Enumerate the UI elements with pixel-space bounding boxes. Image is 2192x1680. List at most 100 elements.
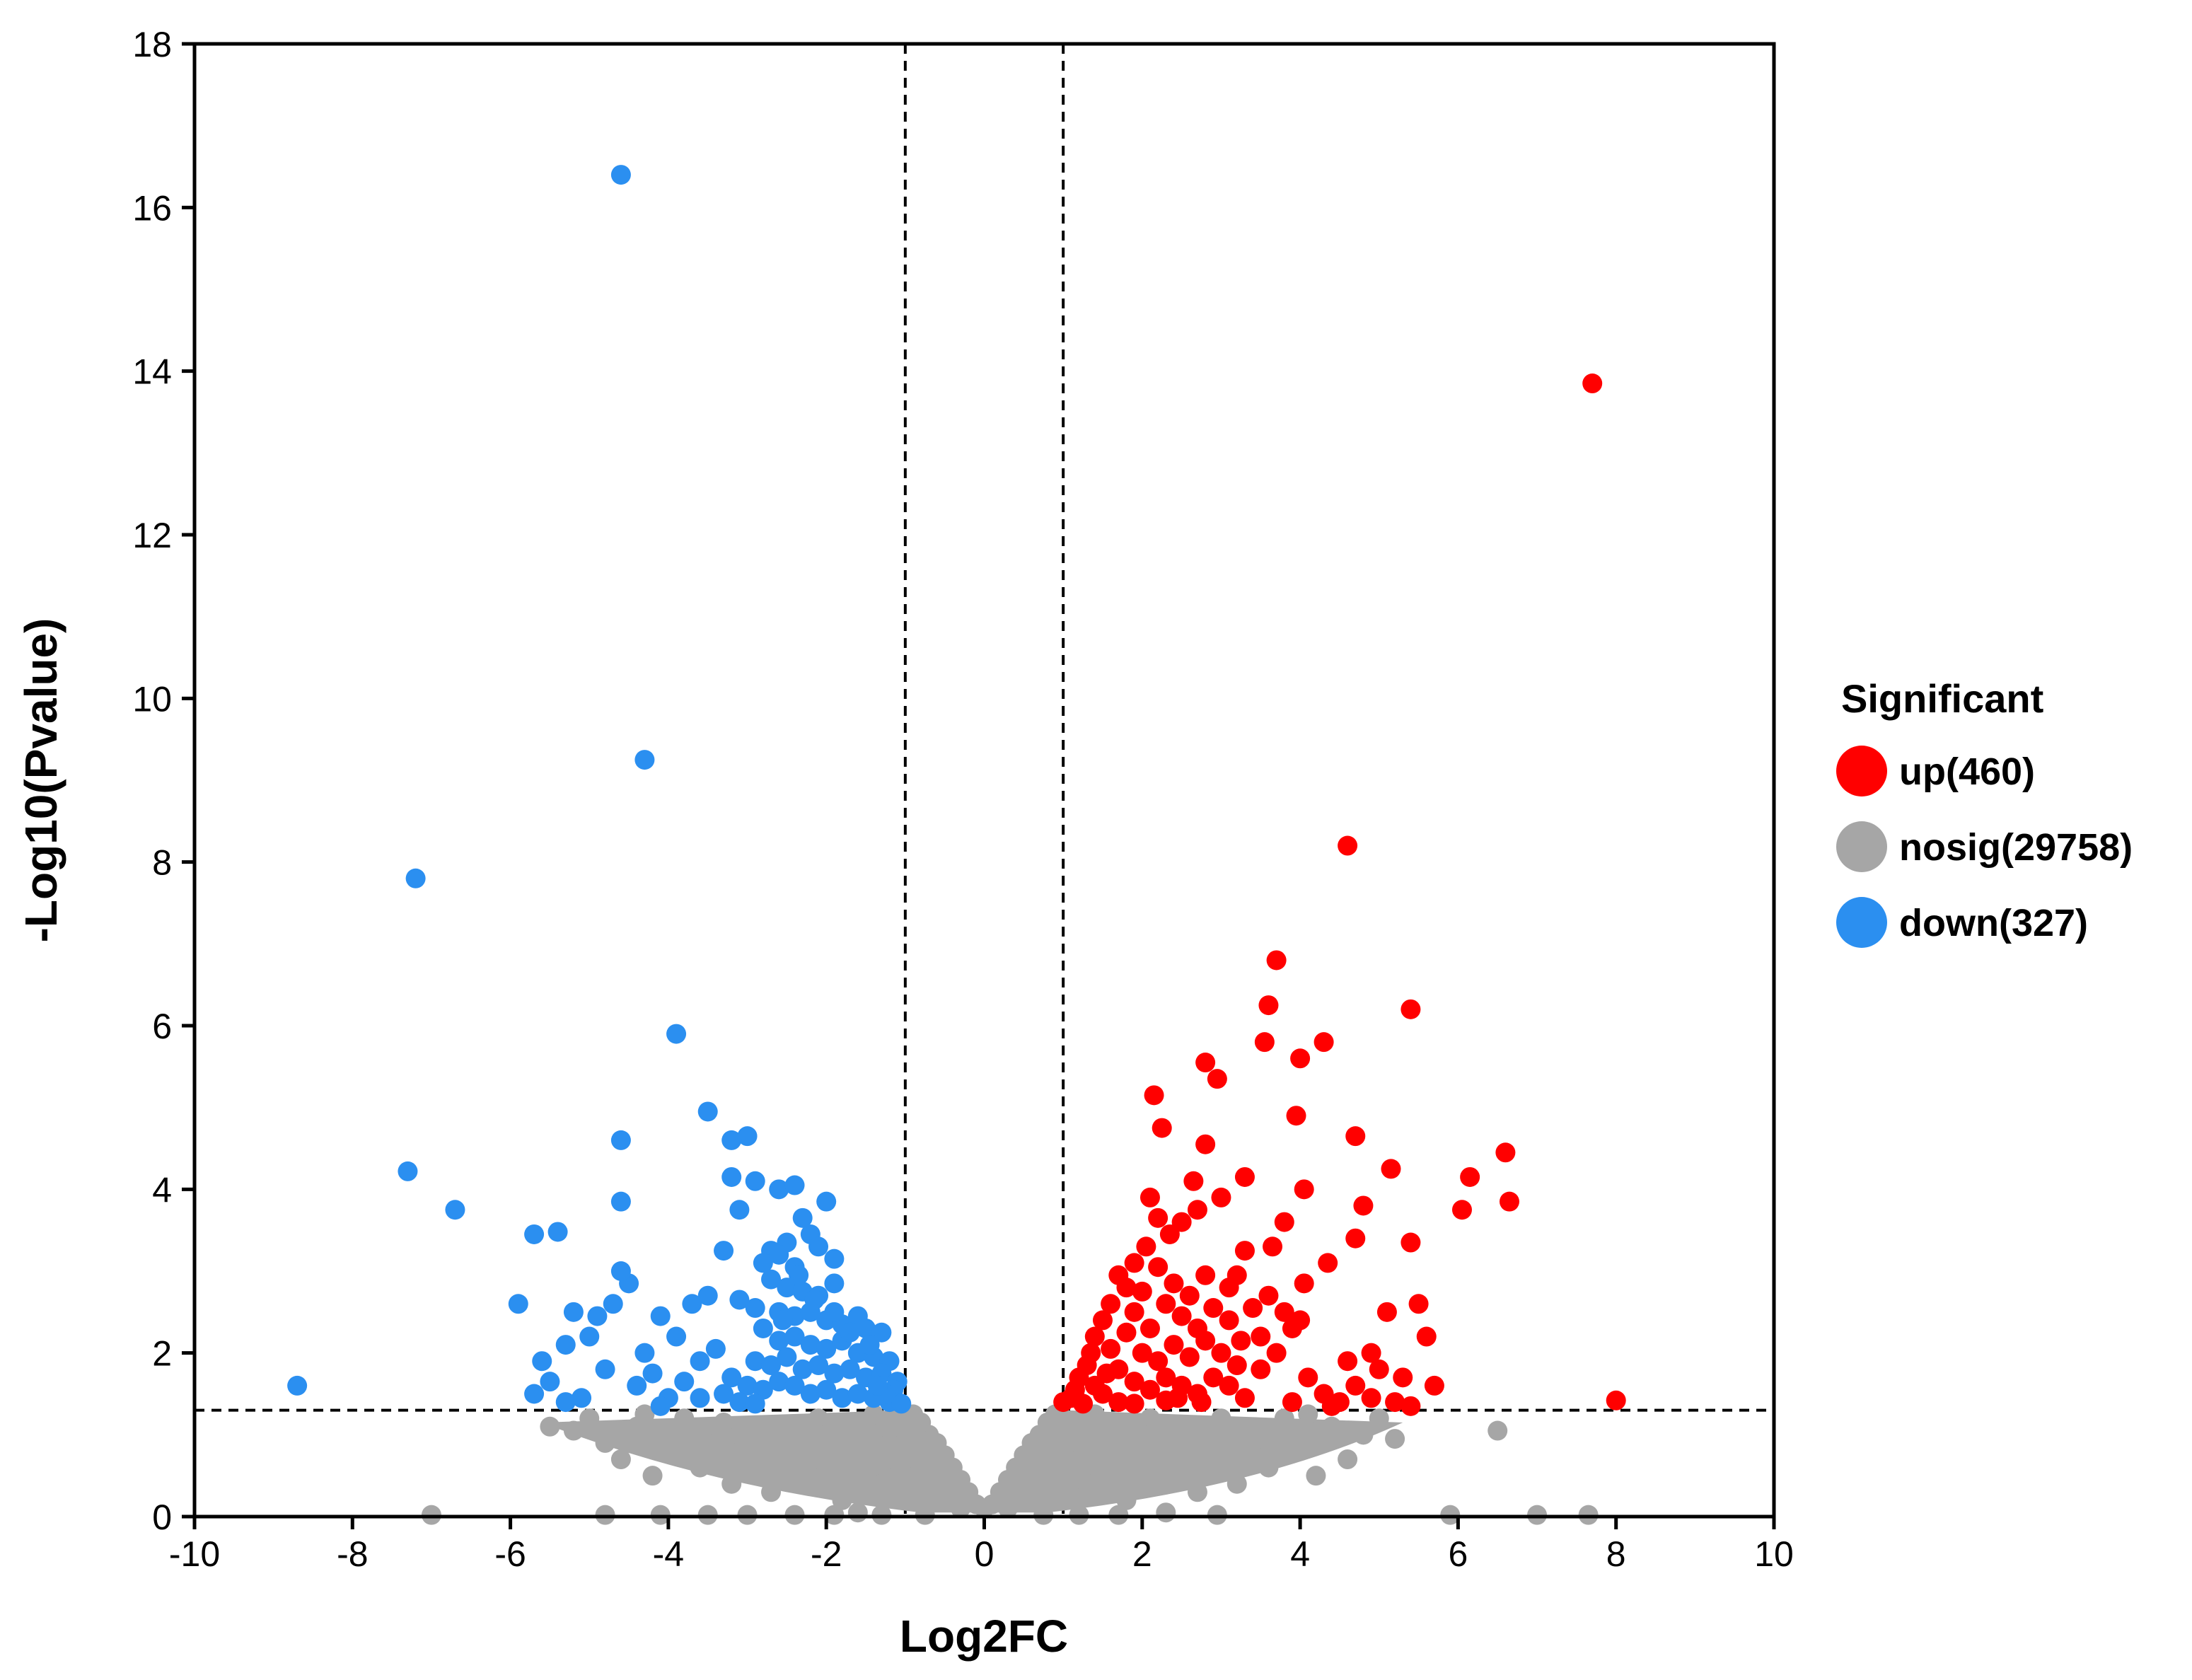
point-up-0 xyxy=(1582,373,1603,394)
point-up-4 xyxy=(1401,999,1421,1019)
point-up-44 xyxy=(1084,1326,1105,1347)
point-up-98 xyxy=(1606,1390,1626,1410)
point-up-113 xyxy=(1191,1392,1212,1413)
point-up-117 xyxy=(1053,1392,1074,1413)
point-up-106 xyxy=(1243,1298,1263,1319)
point-up-67 xyxy=(1156,1367,1176,1388)
point-down-7 xyxy=(610,1130,631,1150)
point-up-90 xyxy=(1369,1359,1389,1379)
point-nosig-54 xyxy=(729,1425,750,1445)
point-up-15 xyxy=(1381,1159,1401,1179)
point-up-3 xyxy=(1258,995,1279,1016)
point-up-110 xyxy=(1084,1375,1105,1396)
point-up-24 xyxy=(1345,1228,1366,1249)
point-nosig-69 xyxy=(1338,1449,1358,1470)
point-up-84 xyxy=(1258,1285,1279,1306)
point-nosig-108 xyxy=(887,1466,907,1486)
point-nosig-36 xyxy=(847,1457,868,1478)
point-nosig-38 xyxy=(832,1490,852,1510)
point-nosig-77 xyxy=(1488,1420,1508,1441)
point-up-71 xyxy=(1219,1375,1239,1396)
point-down-14 xyxy=(714,1241,734,1261)
x-tick-label-2: -6 xyxy=(494,1534,526,1574)
point-down-114 xyxy=(772,1310,793,1331)
point-down-77 xyxy=(650,1306,671,1326)
point-down-5 xyxy=(737,1126,758,1147)
point-down-90 xyxy=(572,1388,592,1408)
legend-label-1: nosig(29758) xyxy=(1899,826,2133,869)
point-up-28 xyxy=(1234,1241,1255,1261)
x-axis-title: Log2FC xyxy=(900,1611,1068,1662)
point-up-52 xyxy=(1156,1294,1176,1314)
legend-swatch-1 xyxy=(1836,821,1887,872)
point-nosig-49 xyxy=(1187,1482,1207,1502)
point-up-31 xyxy=(1234,1166,1255,1187)
point-nosig-106 xyxy=(634,1404,655,1425)
point-down-64 xyxy=(721,1367,742,1388)
point-down-19 xyxy=(816,1191,837,1212)
point-down-26 xyxy=(808,1236,829,1257)
point-down-71 xyxy=(832,1388,852,1408)
point-down-18 xyxy=(784,1175,805,1195)
y-tick-label-0: 0 xyxy=(152,1497,172,1537)
point-nosig-53 xyxy=(1219,1425,1239,1445)
point-nosig-80 xyxy=(737,1441,758,1461)
point-nosig-66 xyxy=(642,1466,663,1486)
point-up-88 xyxy=(1361,1343,1381,1363)
point-nosig-100 xyxy=(864,1404,884,1425)
point-up-6 xyxy=(1314,1032,1334,1053)
legend: Significant up(460) nosig(29758) down(327) xyxy=(1836,676,2133,948)
y-axis-title: -Log10(Pvalue) xyxy=(16,618,66,943)
point-down-33 xyxy=(777,1278,797,1298)
point-nosig-25 xyxy=(1053,1449,1074,1470)
point-nosig-27 xyxy=(1053,1490,1074,1510)
point-up-91 xyxy=(1393,1367,1413,1388)
point-down-60 xyxy=(840,1359,860,1379)
point-nosig-101 xyxy=(1132,1425,1152,1445)
point-down-108 xyxy=(859,1335,880,1355)
point-down-55 xyxy=(761,1355,782,1376)
point-down-80 xyxy=(610,1261,631,1281)
point-nosig-58 xyxy=(705,1432,726,1453)
x-tick-label-5: 0 xyxy=(975,1534,994,1574)
point-down-103 xyxy=(650,1396,671,1416)
y-tick-label-2: 4 xyxy=(152,1170,172,1210)
x-tick-label-8: 6 xyxy=(1448,1534,1468,1574)
point-down-69 xyxy=(800,1384,820,1404)
point-up-8 xyxy=(1195,1053,1216,1073)
point-up-114 xyxy=(1231,1331,1251,1351)
point-up-74 xyxy=(1266,1343,1287,1363)
point-down-29 xyxy=(697,1285,718,1306)
point-nosig-28 xyxy=(895,1490,915,1510)
point-up-87 xyxy=(1338,1351,1358,1372)
point-down-85 xyxy=(555,1335,576,1355)
point-up-94 xyxy=(1424,1375,1444,1396)
y-tick-label-6: 12 xyxy=(132,516,172,555)
point-down-2 xyxy=(405,868,426,888)
point-up-41 xyxy=(1116,1278,1137,1298)
point-down-91 xyxy=(595,1359,615,1379)
point-down-9 xyxy=(445,1200,465,1220)
point-down-8 xyxy=(398,1161,418,1181)
point-down-27 xyxy=(769,1244,789,1265)
point-up-19 xyxy=(1451,1200,1472,1220)
point-nosig-104 xyxy=(714,1412,734,1432)
point-nosig-60 xyxy=(690,1457,710,1478)
point-up-115 xyxy=(1168,1388,1188,1408)
point-down-106 xyxy=(891,1394,912,1414)
y-tick-label-8: 16 xyxy=(132,188,172,228)
point-down-87 xyxy=(540,1372,560,1392)
point-down-93 xyxy=(642,1363,663,1384)
point-nosig-102 xyxy=(816,1425,837,1445)
point-up-81 xyxy=(1108,1392,1129,1413)
y-tick-label-1: 2 xyxy=(152,1334,172,1374)
point-up-109 xyxy=(1101,1338,1121,1359)
point-nosig-62 xyxy=(674,1408,695,1429)
point-down-6 xyxy=(721,1130,742,1150)
point-up-107 xyxy=(1251,1326,1271,1347)
point-up-43 xyxy=(1092,1310,1113,1331)
y-tick-label-3: 6 xyxy=(152,1007,172,1046)
point-up-58 xyxy=(1148,1351,1169,1372)
point-nosig-41 xyxy=(1140,1408,1160,1429)
point-up-59 xyxy=(1164,1335,1184,1355)
